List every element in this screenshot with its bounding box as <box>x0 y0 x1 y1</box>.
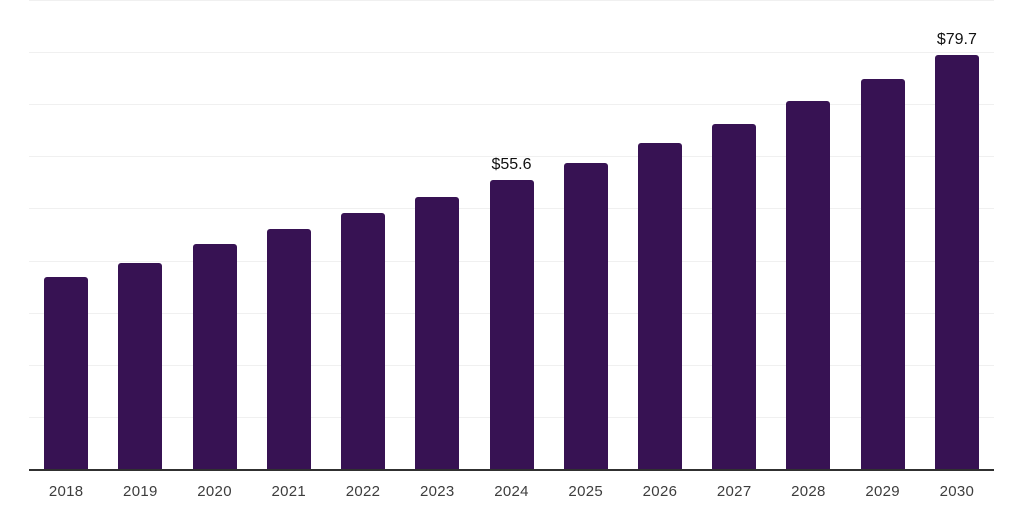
bar-2028 <box>786 101 831 470</box>
bar-2019 <box>118 263 163 470</box>
x-axis-label-2026: 2026 <box>642 483 678 500</box>
x-axis-label-2021: 2021 <box>271 483 307 500</box>
bar-2026 <box>637 143 682 470</box>
bar-2027 <box>712 123 757 470</box>
gridline <box>29 156 994 158</box>
x-axis-label-2025: 2025 <box>568 483 604 500</box>
x-axis-label-2022: 2022 <box>345 483 381 500</box>
bar-2021 <box>266 229 311 470</box>
bar-2029 <box>860 79 905 470</box>
bar-2030 <box>934 54 979 470</box>
gridline <box>29 52 994 54</box>
x-axis-label-2028: 2028 <box>791 483 826 500</box>
x-axis-line <box>29 469 994 471</box>
bar-value-label-2030: $79.7 <box>936 30 977 48</box>
x-axis-label-2029: 2029 <box>865 483 900 500</box>
x-axis-labels: 2018 2019 2020 2021 2022 2023 2024 2025 2026 2027… <box>29 483 994 505</box>
bar-2023 <box>415 196 460 470</box>
x-axis-label-2027: 2027 <box>716 483 752 500</box>
bar-2024 <box>489 180 534 470</box>
bar-2020 <box>192 243 237 470</box>
plot-area: $55.6 $79.7 <box>29 0 994 470</box>
bar-2022 <box>341 212 386 470</box>
gridline <box>29 0 994 1</box>
x-axis-label-2023: 2023 <box>419 483 455 500</box>
x-axis-label-2018: 2018 <box>48 483 84 500</box>
bar-2018 <box>44 277 89 470</box>
gridline <box>29 104 994 106</box>
bar-value-label-2024: $55.6 <box>491 156 532 174</box>
bar-2025 <box>563 162 608 470</box>
x-axis-label-2024: 2024 <box>494 483 529 500</box>
x-axis-label-2030: 2030 <box>939 483 975 500</box>
x-axis-label-2020: 2020 <box>197 483 232 500</box>
x-axis-label-2019: 2019 <box>123 483 158 500</box>
